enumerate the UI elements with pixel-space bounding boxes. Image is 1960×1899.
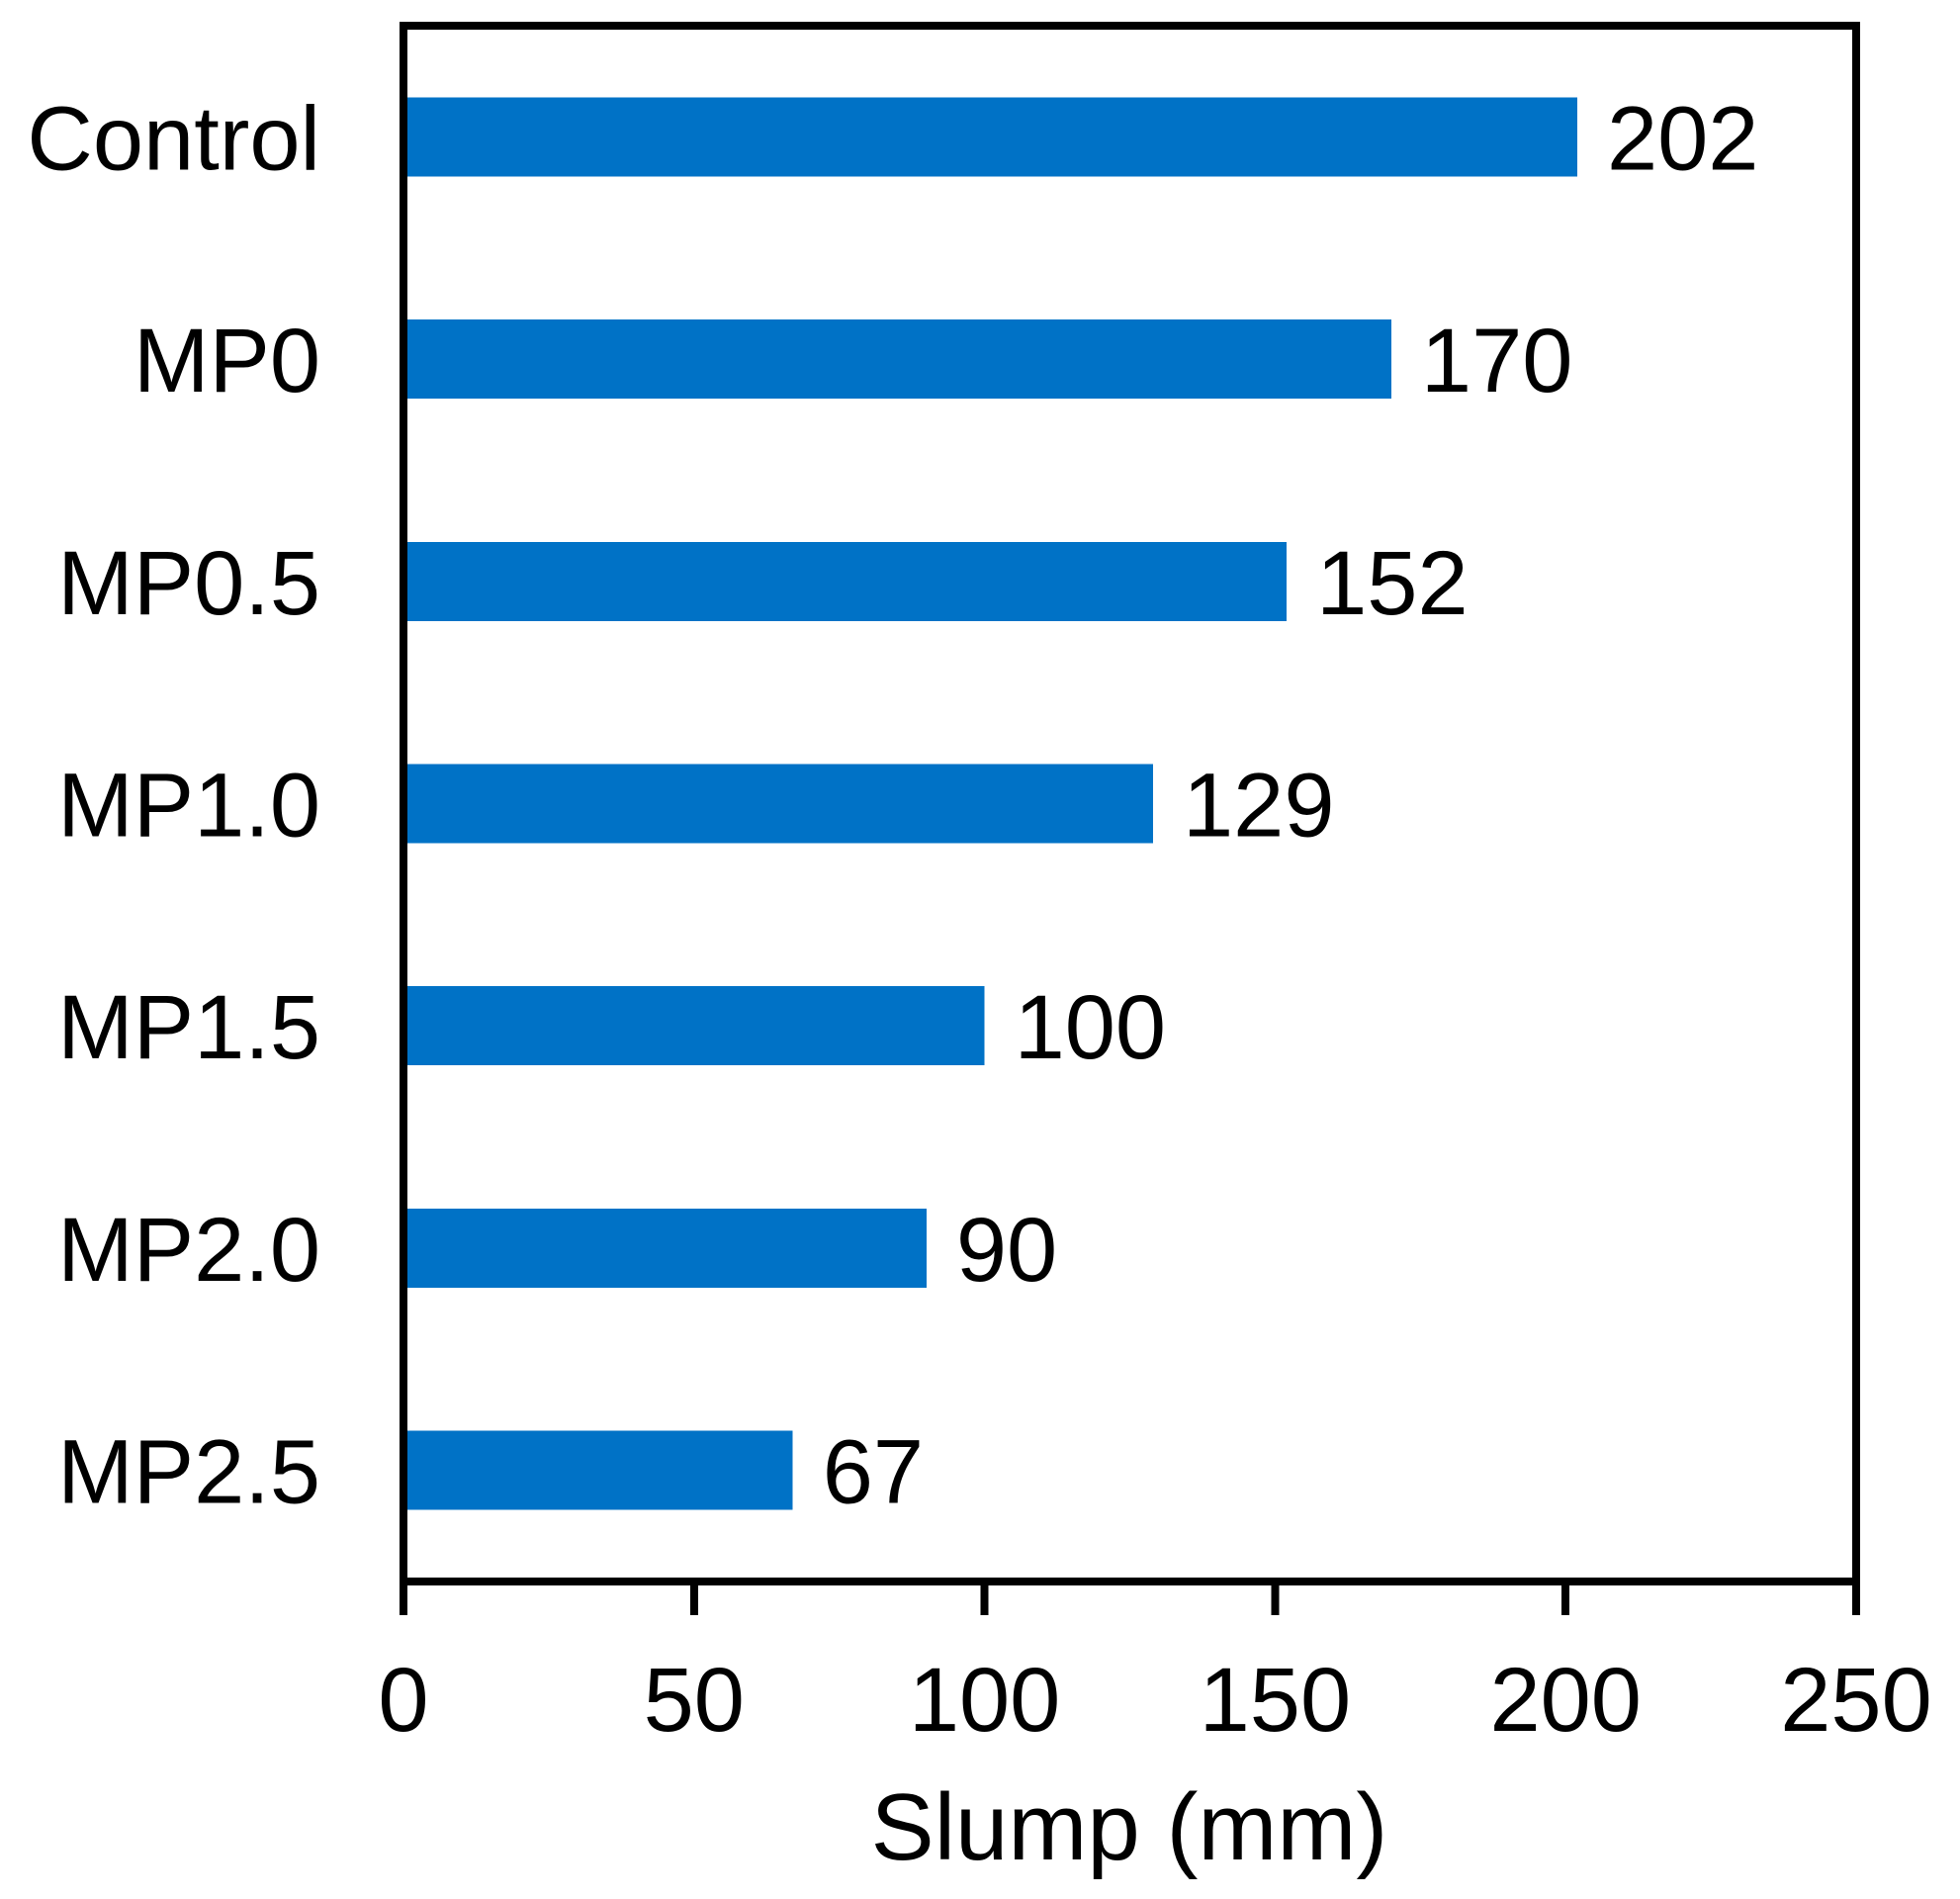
bar-MP1.0 <box>403 764 1154 844</box>
category-label-MP2.5: MP2.5 <box>57 1422 320 1523</box>
bar-MP0 <box>403 319 1391 400</box>
x-tick-label-0: 0 <box>378 1650 428 1751</box>
category-label-MP0: MP0 <box>134 311 320 411</box>
bar-MP2.5 <box>403 1430 793 1510</box>
category-label-MP1.0: MP1.0 <box>57 756 320 857</box>
bar-MP2.0 <box>403 1208 927 1288</box>
category-label-MP1.5: MP1.5 <box>57 977 320 1078</box>
category-label-MP0.5: MP0.5 <box>57 533 320 634</box>
labels-group: Control 202 MP0 170 MP0.5 152 MP1.0 129 MP1.5 100… <box>27 88 1931 1751</box>
value-label-MP2.5: 67 <box>823 1422 924 1523</box>
value-label-MP1.5: 100 <box>1015 977 1167 1078</box>
value-label-Control: 202 <box>1607 88 1759 189</box>
x-tick-label-50: 50 <box>644 1650 745 1751</box>
category-label-MP2.0: MP2.0 <box>57 1200 320 1301</box>
value-label-MP2.0: 90 <box>956 1200 1057 1301</box>
bar-MP1.5 <box>403 986 985 1066</box>
category-label-Control: Control <box>27 88 320 189</box>
axis-group <box>400 22 1860 1615</box>
value-label-MP0: 170 <box>1421 311 1573 411</box>
x-tick-label-250: 250 <box>1780 1650 1932 1751</box>
x-tick-label-150: 150 <box>1200 1650 1352 1751</box>
bar-Control <box>403 97 1577 177</box>
x-axis-title: Slump (mm) <box>871 1774 1388 1880</box>
value-label-MP0.5: 152 <box>1316 533 1469 634</box>
bars-group <box>403 97 1577 1510</box>
value-label-MP1.0: 129 <box>1183 756 1335 857</box>
plot-border <box>400 22 1860 1585</box>
x-tick-label-100: 100 <box>909 1650 1061 1751</box>
x-tick-label-200: 200 <box>1489 1650 1642 1751</box>
bar-MP0.5 <box>403 541 1288 621</box>
